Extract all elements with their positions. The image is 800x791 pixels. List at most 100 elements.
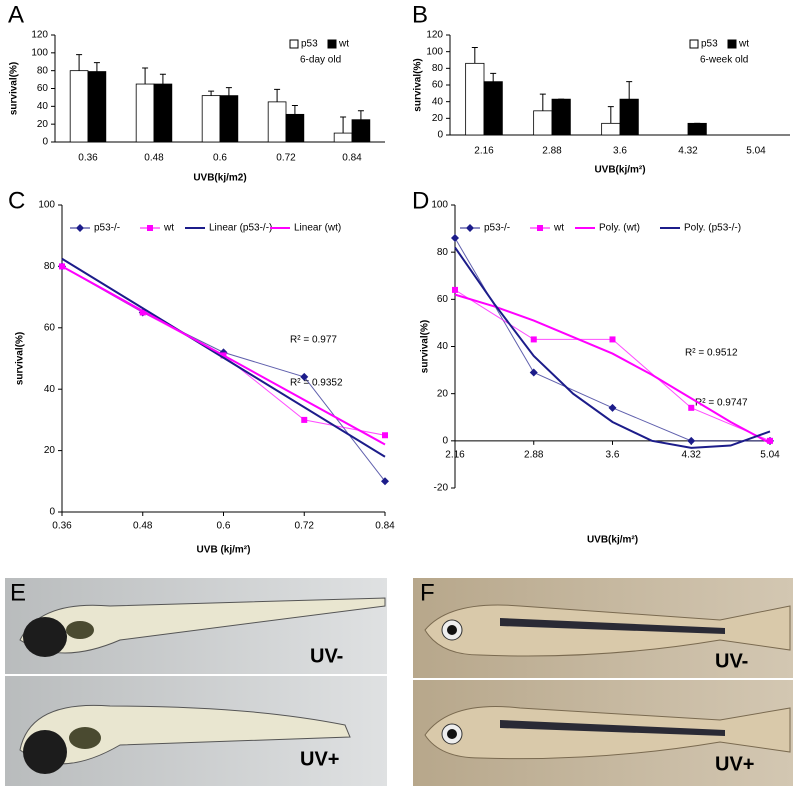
y-tick-label: 40 [44, 384, 56, 395]
x-tick-label: 0.36 [52, 521, 72, 532]
error-bar [291, 104, 298, 115]
photo-f: F UV- UV+ [413, 578, 793, 786]
marker [147, 225, 153, 231]
marker [76, 224, 84, 232]
annotation: R² = 0.9352 [290, 378, 343, 389]
x-tick-label: 5.04 [760, 449, 780, 460]
legend-label: p53-/- [484, 223, 510, 234]
error-bar [159, 73, 166, 85]
marker [381, 477, 389, 486]
legend-label: Linear (p53-/-) [209, 223, 272, 234]
larva [19, 704, 351, 765]
x-axis-label: UVB (kj/m²) [197, 545, 251, 556]
bar [87, 71, 107, 143]
x-tick-label: 0.84 [342, 153, 362, 164]
photo-label: UV+ [300, 748, 339, 770]
x-tick-label: 0.72 [276, 153, 296, 164]
y-tick-label: 60 [37, 83, 49, 94]
error-bar [340, 116, 347, 134]
y-tick-label: -20 [434, 483, 449, 494]
y-tick-label: 0 [42, 137, 48, 148]
x-tick-label: 2.16 [474, 146, 494, 157]
x-tick-label: 4.32 [682, 449, 702, 460]
y-tick-label: 120 [426, 30, 443, 41]
yolk [66, 621, 94, 639]
photo-e: E UV- UV+ [5, 578, 387, 786]
bar [267, 101, 287, 143]
annotation: R² = 0.9747 [695, 398, 748, 409]
y-tick-label: 20 [437, 388, 449, 399]
y-tick-label: 40 [37, 101, 49, 112]
x-tick-label: 0.48 [133, 521, 153, 532]
y-tick-label: 20 [432, 113, 444, 124]
panel-label: F [420, 579, 435, 606]
marker [608, 403, 617, 412]
y-axis-label: survival(%) [413, 58, 424, 111]
error-bar [274, 88, 281, 102]
photo-label: UV- [715, 650, 748, 672]
y-tick-label: 80 [432, 63, 444, 74]
panel-label: B [412, 1, 428, 28]
legend-label: wt [738, 39, 749, 50]
error-bar [357, 110, 364, 120]
marker [530, 336, 537, 343]
legend-label: p53 [701, 39, 718, 50]
x-tick-label: 0.6 [217, 521, 231, 532]
y-tick-label: 0 [442, 435, 448, 446]
marker [382, 432, 388, 439]
error-bar [607, 106, 614, 124]
stripe [500, 618, 725, 634]
error-bar [208, 90, 215, 96]
bar [619, 98, 639, 136]
marker [537, 225, 543, 231]
x-tick-label: 2.16 [445, 449, 465, 460]
error-bar [490, 72, 497, 82]
y-tick-label: 60 [44, 322, 56, 333]
y-tick-label: 80 [44, 261, 56, 272]
y-tick-label: 0 [437, 130, 443, 141]
pupil [447, 625, 457, 635]
legend-swatch [289, 39, 299, 49]
y-axis-label: survival(%) [420, 320, 431, 373]
panel-label: E [10, 579, 26, 606]
y-axis-label: survival(%) [15, 332, 26, 385]
marker [466, 224, 474, 232]
x-axis-label: UVB(kj/m2) [193, 173, 246, 184]
annotation: 6-week old [700, 55, 748, 66]
y-tick-label: 60 [437, 294, 449, 305]
y-axis-label: survival(%) [9, 62, 20, 115]
marker [139, 309, 146, 316]
bar [135, 83, 155, 143]
x-tick-label: 4.32 [678, 146, 698, 157]
error-bar [76, 54, 83, 71]
legend-label: Linear (wt) [294, 223, 341, 234]
legend-label: p53 [301, 39, 318, 50]
bar [687, 122, 707, 136]
legend-label: wt [338, 39, 349, 50]
error-bar [93, 62, 100, 72]
error-bar [626, 81, 633, 100]
annotation: R² = 0.977 [290, 335, 337, 346]
data-line [61, 265, 386, 482]
marker [609, 336, 616, 343]
legend-label: Poly. (wt) [599, 223, 640, 234]
y-tick-label: 40 [432, 96, 444, 107]
bar [201, 95, 221, 143]
marker [300, 372, 309, 381]
error-bar [539, 93, 546, 111]
x-tick-label: 2.88 [542, 146, 562, 157]
marker [451, 234, 459, 243]
y-tick-label: 80 [437, 247, 449, 258]
bar [351, 119, 371, 143]
bar [333, 132, 353, 143]
marker [687, 436, 696, 445]
panel-label: C [8, 187, 25, 214]
y-tick-label: 20 [44, 445, 56, 456]
x-tick-label: 0.6 [213, 153, 227, 164]
legend-label: Poly. (p53-/-) [684, 223, 741, 234]
y-tick-label: 100 [426, 46, 443, 57]
annotation: R² = 0.9512 [685, 348, 738, 359]
y-tick-label: 100 [31, 47, 48, 58]
eye [23, 617, 67, 657]
